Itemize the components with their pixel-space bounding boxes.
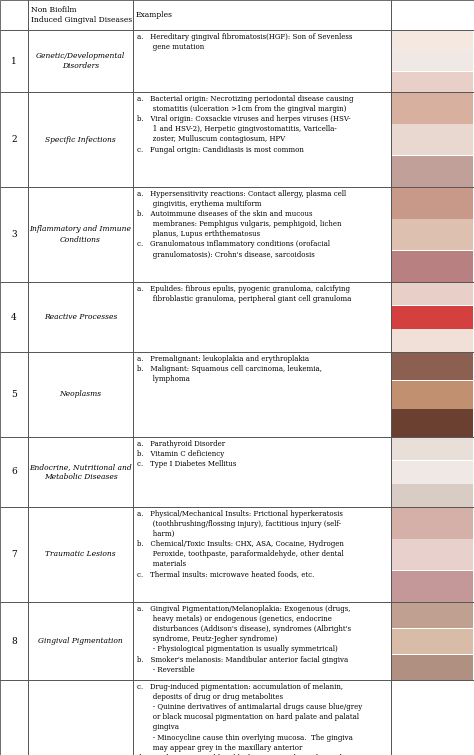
Bar	[28, 30, 133, 92]
Bar	[28, 352, 133, 437]
Bar	[133, 30, 391, 92]
Bar	[392, 381, 474, 408]
Bar	[0, 0, 28, 30]
Bar	[133, 437, 391, 507]
Bar	[391, 602, 474, 680]
Bar	[0, 602, 28, 680]
Bar	[0, 507, 28, 602]
Text: 8: 8	[11, 636, 17, 646]
Bar	[392, 219, 474, 251]
Bar	[392, 306, 474, 328]
Bar	[133, 92, 391, 187]
Bar	[133, 507, 391, 602]
Bar	[392, 282, 474, 305]
Bar	[391, 0, 474, 30]
Bar	[0, 187, 28, 282]
Bar	[392, 156, 474, 187]
Bar	[392, 484, 474, 507]
Bar	[392, 655, 474, 680]
Bar	[392, 461, 474, 484]
Text: a.   Hereditary gingival fibromatosis(HGF): Son of Sevenless
       gene mutatio: a. Hereditary gingival fibromatosis(HGF)…	[137, 33, 352, 51]
Text: 5: 5	[11, 390, 17, 399]
Bar	[392, 51, 474, 71]
Bar	[391, 507, 474, 602]
Bar	[28, 680, 133, 755]
Text: Specific Infections: Specific Infections	[45, 135, 116, 143]
Bar	[0, 680, 28, 755]
Bar	[392, 93, 474, 124]
Bar	[392, 124, 474, 156]
Text: Endocrine, Nutritional and
Metabolic Diseases: Endocrine, Nutritional and Metabolic Dis…	[29, 463, 132, 481]
Bar	[28, 92, 133, 187]
Bar	[133, 282, 391, 352]
Text: a.   Gingival Pigmentation/Melanoplakia: Exogenous (drugs,
       heavy metals) : a. Gingival Pigmentation/Melanoplakia: E…	[137, 605, 351, 673]
Text: a.   Hypersensitivity reactions: Contact allergy, plasma cell
       gingivitis,: a. Hypersensitivity reactions: Contact a…	[137, 190, 346, 259]
Text: Traumatic Lesions: Traumatic Lesions	[45, 550, 116, 559]
Bar	[0, 92, 28, 187]
Text: 7: 7	[11, 550, 17, 559]
Text: 2: 2	[11, 135, 17, 144]
Text: a.   Physical/Mechanical Insults: Frictional hyperkeratosis
       (toothbrushin: a. Physical/Mechanical Insults: Friction…	[137, 510, 344, 578]
Bar	[392, 187, 474, 219]
Bar	[0, 352, 28, 437]
Bar	[28, 282, 133, 352]
Text: Genetic/Developmental
Disorders: Genetic/Developmental Disorders	[36, 52, 125, 70]
Bar	[391, 187, 474, 282]
Bar	[391, 30, 474, 92]
Text: Gingival Pigmentation: Gingival Pigmentation	[38, 637, 123, 645]
Bar	[28, 507, 133, 602]
Text: Non Biofilm
Induced Gingival Diseases: Non Biofilm Induced Gingival Diseases	[31, 6, 132, 24]
Text: c.   Drug-induced pigmentation: accumulation of melanin,
       deposits of drug: c. Drug-induced pigmentation: accumulati…	[137, 683, 362, 755]
Bar	[28, 0, 133, 30]
Bar	[0, 437, 28, 507]
Bar	[391, 437, 474, 507]
Text: 3: 3	[11, 230, 17, 239]
Bar	[392, 539, 474, 570]
Bar	[392, 353, 474, 381]
Text: 1: 1	[11, 57, 17, 66]
Text: a.   Premalignant: leukoplakia and erythroplakia
b.   Malignant: Squamous cell c: a. Premalignant: leukoplakia and erythro…	[137, 355, 322, 384]
Bar	[28, 187, 133, 282]
Text: 6: 6	[11, 467, 17, 476]
Bar	[133, 602, 391, 680]
Bar	[133, 680, 391, 755]
Bar	[392, 628, 474, 654]
Bar	[391, 92, 474, 187]
Bar	[28, 437, 133, 507]
Bar	[392, 251, 474, 282]
Bar	[133, 0, 391, 30]
Bar	[392, 437, 474, 461]
Text: a.   Parathyroid Disorder
b.   Vitamin C deficiency
c.   Type I Diabetes Mellitu: a. Parathyroid Disorder b. Vitamin C def…	[137, 440, 237, 468]
Text: Inflammatory and Immune
Conditions: Inflammatory and Immune Conditions	[29, 225, 131, 244]
Bar	[392, 409, 474, 437]
Bar	[392, 571, 474, 602]
Bar	[28, 602, 133, 680]
Text: a.   Epulides: fibrous epulis, pyogenic granuloma, calcifying
       fibroblasti: a. Epulides: fibrous epulis, pyogenic gr…	[137, 285, 351, 303]
Bar	[391, 680, 474, 755]
Bar	[133, 187, 391, 282]
Bar	[133, 352, 391, 437]
Text: Examples: Examples	[136, 11, 173, 19]
Text: Reactive Processes: Reactive Processes	[44, 313, 117, 321]
Bar	[391, 282, 474, 352]
Bar	[392, 30, 474, 51]
Bar	[391, 352, 474, 437]
Bar	[392, 72, 474, 92]
Bar	[392, 602, 474, 628]
Bar	[0, 30, 28, 92]
Text: Neoplasms: Neoplasms	[59, 390, 101, 399]
Bar	[392, 507, 474, 538]
Bar	[392, 329, 474, 352]
Text: 4: 4	[11, 313, 17, 322]
Text: a.   Bacterial origin: Necrotizing periodontal disease causing
       stomatitis: a. Bacterial origin: Necrotizing periodo…	[137, 95, 354, 153]
Bar	[0, 282, 28, 352]
